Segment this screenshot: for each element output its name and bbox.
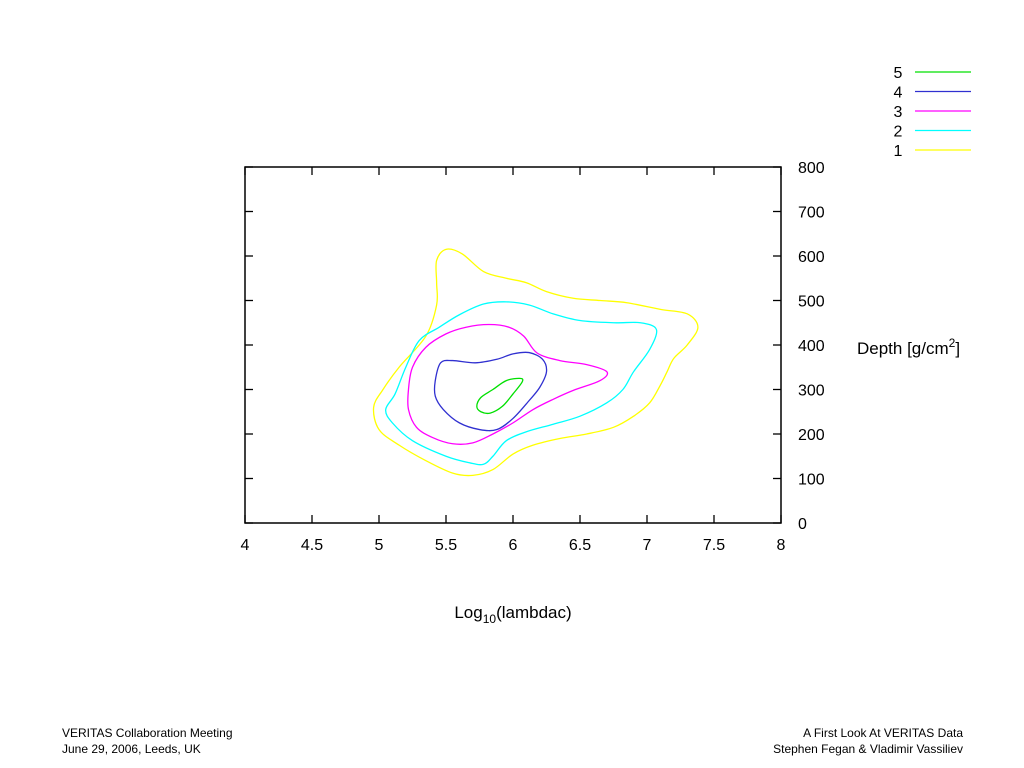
y-axis-label: Depth [g/cm2]: [857, 336, 960, 358]
x-tick-label: 5.5: [435, 537, 457, 554]
x-tick-label: 7.5: [703, 537, 725, 554]
x-tick-label: 7: [643, 537, 652, 554]
x-tick-label: 5: [375, 537, 384, 554]
legend-label: 3: [894, 104, 903, 121]
contour-level-3: [407, 323, 609, 445]
footer-left: VERITAS Collaboration Meeting June 29, 2…: [62, 725, 233, 757]
plot-area-frame: [244, 166, 782, 524]
x-tick-label: 4: [241, 537, 250, 554]
x-tick-label: 8: [777, 537, 786, 554]
footer-right: A First Look At VERITAS Data Stephen Feg…: [773, 725, 963, 757]
axis-ticks: 4 4.5 5 5.5 6 6.5 7 7.5 80 100 200 300 400 500 600 700 8…: [241, 160, 825, 554]
contour-level-5: [476, 377, 524, 415]
contour-level-2: [385, 301, 658, 466]
contour-chart: 5 4 3 2 1 4 4.5 5 5.5 6 6.5 7 7.5 80 100 200 300 400 500 6…: [241, 65, 971, 626]
footer-meeting-date: June 29, 2006, Leeds, UK: [62, 742, 201, 756]
footer-meeting-title: VERITAS Collaboration Meeting: [62, 726, 233, 740]
y-tick-label: 600: [798, 249, 825, 266]
y-tick-label: 700: [798, 205, 825, 222]
x-tick-label: 6.5: [569, 537, 591, 554]
chart-legend: 5 4 3 2 1: [894, 65, 971, 160]
y-tick-label: 800: [798, 160, 825, 177]
contour-level-1: [372, 248, 699, 477]
y-tick-label: 400: [798, 338, 825, 355]
legend-label: 4: [894, 85, 903, 102]
footer-talk-title: A First Look At VERITAS Data: [803, 726, 963, 740]
y-tick-label: 100: [798, 472, 825, 489]
contour-level-4: [433, 351, 548, 432]
legend-label: 1: [894, 143, 903, 160]
contour-lines: [372, 248, 699, 477]
y-tick-label: 200: [798, 427, 825, 444]
x-tick-label: 4.5: [301, 537, 323, 554]
x-axis-label: Log10(lambdac): [454, 603, 571, 626]
legend-label: 2: [894, 124, 903, 141]
legend-label: 5: [894, 65, 903, 82]
y-tick-label: 500: [798, 294, 825, 311]
x-tick-label: 6: [509, 537, 518, 554]
y-tick-label: 0: [798, 516, 807, 533]
y-tick-label: 300: [798, 383, 825, 400]
footer-authors: Stephen Fegan & Vladimir Vassiliev: [773, 742, 963, 756]
